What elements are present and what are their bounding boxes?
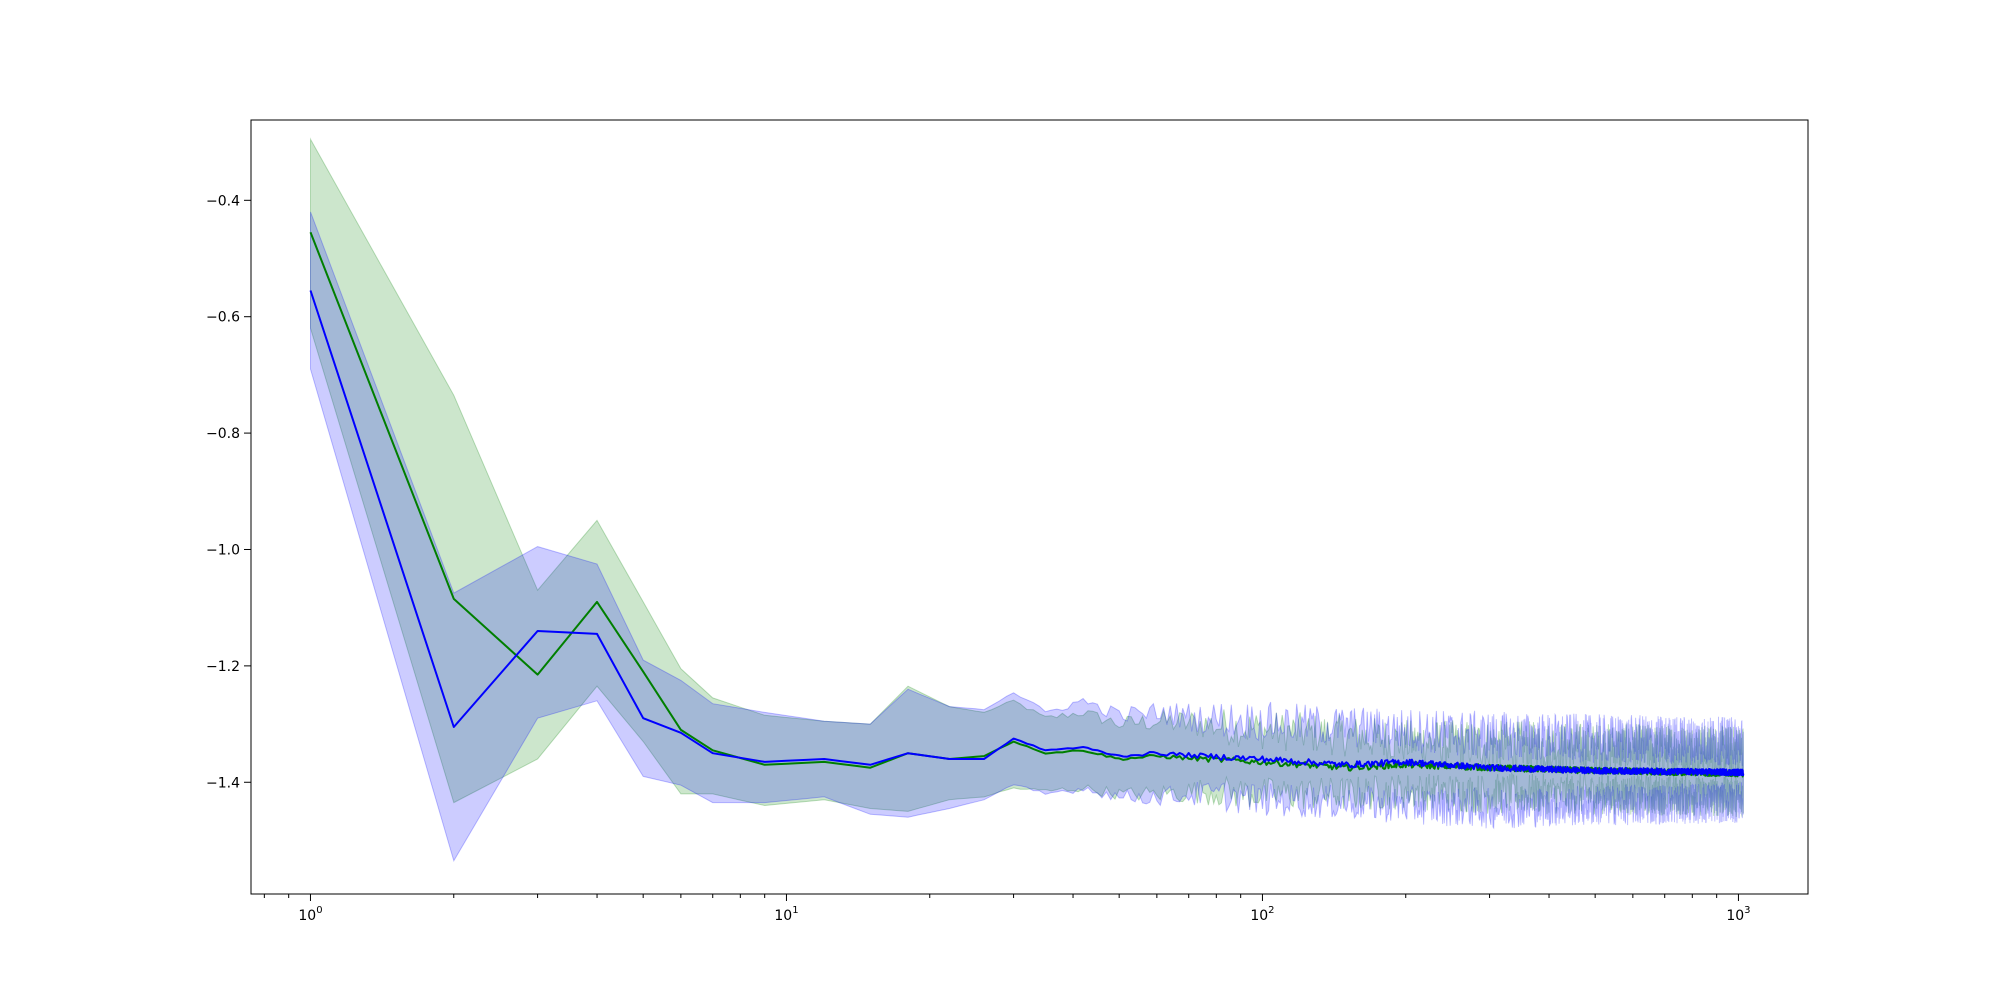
x-tick-label: 103 xyxy=(1726,905,1750,924)
y-tick-label: −0.6 xyxy=(206,310,240,326)
series-band-2 xyxy=(310,211,1744,863)
series-line-2 xyxy=(309,290,1745,777)
y-axis: −0.4 −0.6 −0.8 −1.0 −1.2 −1.4 xyxy=(206,193,251,791)
series-band-1 xyxy=(310,137,1744,818)
y-tick-label: −0.8 xyxy=(206,426,240,442)
series-lines xyxy=(309,231,1745,778)
y-tick-label: −1.0 xyxy=(206,542,240,558)
x-tick-label: 100 xyxy=(298,905,322,924)
y-tick-label: −1.2 xyxy=(206,659,240,675)
plot-frame xyxy=(250,119,1809,895)
x-tick-label: 101 xyxy=(774,905,798,924)
y-tick-label: −1.4 xyxy=(206,775,240,791)
x-tick-label: 102 xyxy=(1250,905,1274,924)
confidence-bands xyxy=(310,137,1744,863)
x-axis: 100 101 102 103 xyxy=(263,894,1751,924)
y-tick-label: −0.4 xyxy=(206,193,240,209)
